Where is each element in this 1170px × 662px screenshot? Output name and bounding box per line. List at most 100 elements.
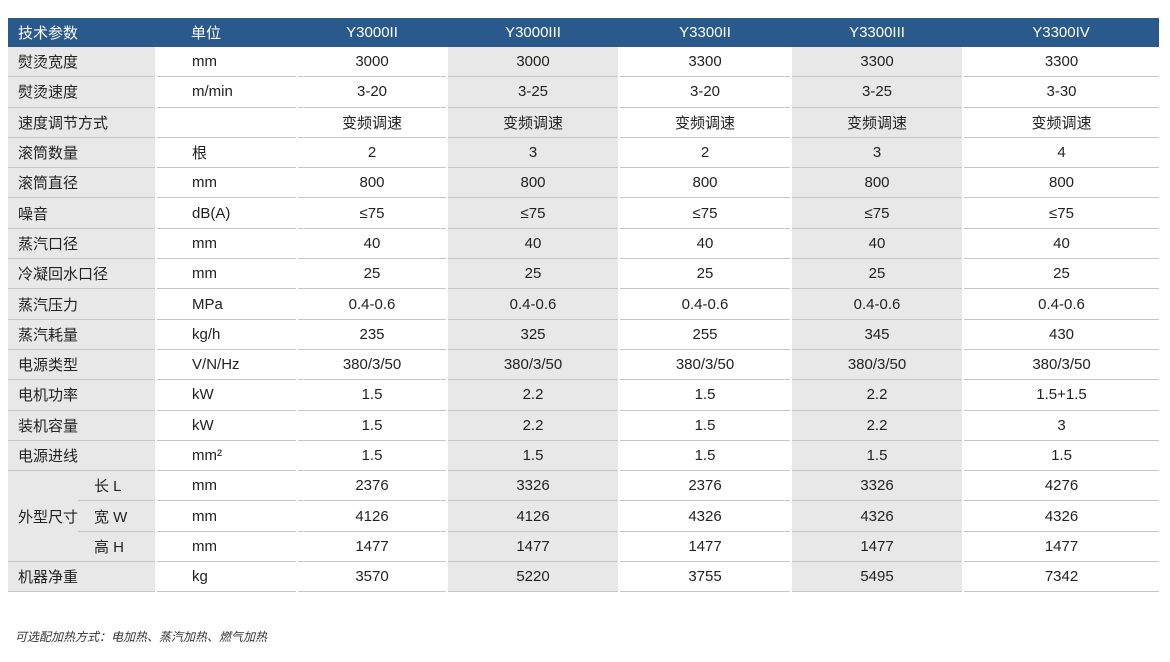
header-model: Y3300III	[791, 18, 964, 47]
row-value: 3-25	[446, 76, 620, 108]
table-row: 电源进线 mm² 1.5 1.5 1.5 1.5 1.5	[8, 440, 1160, 472]
row-value: 40	[446, 228, 620, 260]
row-value: 380/3/50	[296, 349, 448, 381]
row-value: 1.5+1.5	[962, 379, 1160, 411]
row-value: 3-20	[618, 76, 792, 108]
row-value: 40	[296, 228, 448, 260]
row-unit: mm²	[155, 440, 298, 472]
row-value: 2376	[296, 470, 448, 502]
row-unit: kW	[155, 379, 298, 411]
row-value: 2.2	[446, 379, 620, 411]
row-value: 0.4-0.6	[962, 288, 1160, 320]
table-row: 蒸汽耗量 kg/h 235 325 255 345 430	[8, 319, 1160, 350]
table-body: 熨烫宽度 mm 3000 3000 3300 3300 3300 熨烫速度 m/min 3-20 3…	[8, 47, 1160, 593]
row-value: 40	[790, 228, 964, 260]
row-unit: mm	[155, 500, 298, 532]
row-unit: 根	[155, 137, 298, 169]
row-value: 255	[618, 319, 792, 350]
row-value: 4	[962, 137, 1160, 169]
row-label: 电源类型	[8, 349, 157, 381]
table-row: 噪音 dB(A) ≤75 ≤75 ≤75 ≤75 ≤75	[8, 197, 1160, 229]
table-row: 冷凝回水口径 mm 25 25 25 25 25	[8, 258, 1160, 290]
row-value: 325	[446, 319, 620, 350]
row-label: 蒸汽口径	[8, 228, 157, 260]
row-value: 7342	[962, 561, 1160, 593]
row-value: 25	[962, 258, 1160, 290]
row-value: 235	[296, 319, 448, 350]
header-model: Y3300IV	[963, 18, 1160, 47]
row-value: 3	[446, 137, 620, 169]
row-value: 2.2	[446, 410, 620, 441]
row-value: 3300	[618, 47, 792, 78]
row-value: 1.5	[296, 410, 448, 441]
table-row: 滚筒直径 mm 800 800 800 800 800	[8, 167, 1160, 199]
row-value: 3	[790, 137, 964, 169]
row-value: 380/3/50	[962, 349, 1160, 381]
row-unit: V/N/Hz	[155, 349, 298, 381]
row-unit: dB(A)	[155, 197, 298, 229]
row-value: 2.2	[790, 379, 964, 411]
row-value: 800	[790, 167, 964, 199]
row-value: 380/3/50	[618, 349, 792, 381]
row-value: ≤75	[790, 197, 964, 229]
row-value: 1.5	[296, 379, 448, 411]
dimension-label: 高 H	[78, 531, 157, 563]
row-value: 25	[446, 258, 620, 290]
header-unit: 单位	[156, 18, 298, 47]
row-label: 熨烫宽度	[8, 47, 157, 78]
row-value: 5220	[446, 561, 620, 593]
row-label: 电机功率	[8, 379, 157, 411]
row-label: 电源进线	[8, 440, 157, 472]
table-row: 熨烫速度 m/min 3-20 3-25 3-20 3-25 3-30	[8, 76, 1160, 108]
row-value: 3	[962, 410, 1160, 441]
row-value: ≤75	[618, 197, 792, 229]
row-unit: MPa	[155, 288, 298, 320]
row-value: 变频调速	[296, 107, 448, 138]
row-value: ≤75	[296, 197, 448, 229]
spec-table: 技术参数 单位 Y3000II Y3000III Y3300II Y3300II…	[8, 18, 1160, 593]
row-value: 0.4-0.6	[618, 288, 792, 320]
row-value: 3-30	[962, 76, 1160, 108]
header-model: Y3000II	[297, 18, 448, 47]
row-value: 1.5	[618, 440, 792, 472]
row-value: 变频调速	[962, 107, 1160, 138]
row-value: 2	[296, 137, 448, 169]
row-label: 滚筒数量	[8, 137, 157, 169]
row-value: 4276	[962, 470, 1160, 502]
row-value: 40	[618, 228, 792, 260]
row-value: 0.4-0.6	[296, 288, 448, 320]
row-value: 2	[618, 137, 792, 169]
row-unit: kg/h	[155, 319, 298, 350]
row-value: 1477	[446, 531, 620, 563]
row-value: 3-20	[296, 76, 448, 108]
row-label: 蒸汽耗量	[8, 319, 157, 350]
table-row: 蒸汽口径 mm 40 40 40 40 40	[8, 228, 1160, 260]
row-value: 25	[296, 258, 448, 290]
row-value: 4126	[296, 500, 448, 532]
row-value: 4126	[446, 500, 620, 532]
row-value: 4326	[962, 500, 1160, 532]
table-row: 速度调节方式 变频调速 变频调速 变频调速 变频调速 变频调速	[8, 107, 1160, 138]
row-value: 3326	[790, 470, 964, 502]
row-label: 蒸汽压力	[8, 288, 157, 320]
row-label: 装机容量	[8, 410, 157, 441]
row-value: 1.5	[618, 410, 792, 441]
table-row: 蒸汽压力 MPa 0.4-0.6 0.4-0.6 0.4-0.6 0.4-0.6 0.4-0…	[8, 288, 1160, 320]
table-row: 熨烫宽度 mm 3000 3000 3300 3300 3300	[8, 47, 1160, 78]
row-unit: mm	[155, 167, 298, 199]
row-value: 3-25	[790, 76, 964, 108]
table-row: 滚筒数量根 2 3 2 3 4	[8, 137, 1160, 169]
spec-table-container: 技术参数 单位 Y3000II Y3000III Y3300II Y3300II…	[8, 18, 1160, 593]
table-row: 装机容量 kW 1.5 2.2 1.5 2.2 3	[8, 410, 1160, 441]
row-value: 800	[446, 167, 620, 199]
dimension-group-label: 外型尺寸	[8, 470, 78, 563]
row-value: 1477	[962, 531, 1160, 563]
row-value: 1.5	[296, 440, 448, 472]
row-unit: mm	[155, 258, 298, 290]
row-value: 1477	[296, 531, 448, 563]
row-value: 1.5	[446, 440, 620, 472]
row-unit: kW	[155, 410, 298, 441]
table-row: 电机功率 kW 1.5 2.2 1.5 2.2 1.5+1.5	[8, 379, 1160, 411]
row-label: 滚筒直径	[8, 167, 157, 199]
